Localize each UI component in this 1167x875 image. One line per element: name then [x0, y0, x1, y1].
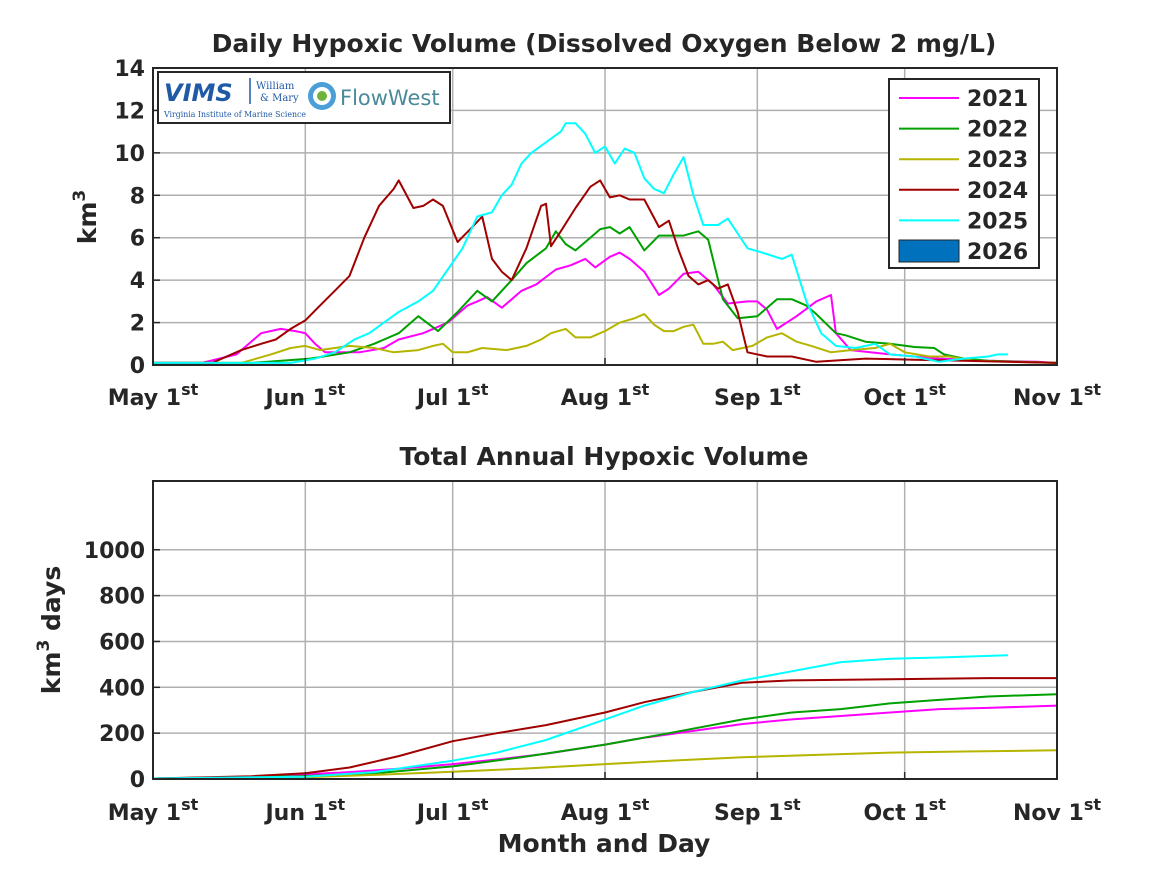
flowwest-logo-icon-core [317, 91, 327, 101]
x-tick-label: Nov 1st [1013, 380, 1101, 411]
series-line-2021 [153, 251, 1058, 364]
legend-label-2022: 2022 [967, 118, 1028, 143]
y-tick-label: 12 [114, 99, 145, 124]
series-line-2025 [152, 654, 1008, 780]
y-tick-label: 400 [99, 676, 145, 701]
y-tick-label: 4 [130, 269, 145, 294]
series-line-2022 [153, 226, 1058, 364]
x-tick-label: Sep 1st [714, 795, 801, 826]
legend-label-2026: 2026 [967, 240, 1028, 265]
series-line-2025 [153, 122, 1008, 364]
y-tick-label: 10 [114, 142, 145, 167]
daily-chart-title: Daily Hypoxic Volume (Dissolved Oxygen B… [212, 29, 997, 58]
daily-y-tick-labels: 0 2 4 6 8 10 12 14 [114, 57, 160, 379]
x-axis-label: Month and Day [498, 829, 711, 858]
series-line-2022 [152, 693, 1058, 780]
total-y-tick-labels: 0 200 400 600 800 1000 [84, 539, 160, 793]
total-annual-hypoxic-volume-chart: Total Annual Hypoxic Volume 0 200 400 600 80… [34, 442, 1101, 858]
legend-label-2021: 2021 [967, 87, 1028, 112]
series-line-2024 [152, 677, 1057, 780]
x-tick-label: Jun 1st [263, 795, 345, 826]
y-tick-label: 600 [99, 630, 145, 655]
legend-items: 2021 2022 2023 2024 2025 2026 [898, 87, 1028, 265]
y-tick-label: 0 [130, 768, 145, 793]
total-series-lines [152, 654, 1058, 780]
y-tick-label: 14 [114, 57, 145, 82]
total-x-tick-labels: May 1st Jun 1st Jul 1st Aug 1st Sep 1st Oct 1… [108, 772, 1101, 826]
x-tick-label: Jun 1st [263, 380, 345, 411]
legend-label-2024: 2024 [967, 179, 1028, 204]
daily-x-tick-labels: May 1st Jun 1st Jul 1st Aug 1st Sep 1st Oct 1… [108, 358, 1101, 411]
y-tick-label: 8 [130, 184, 145, 209]
legend-label-2025: 2025 [967, 209, 1028, 234]
x-tick-label: Sep 1st [714, 380, 801, 411]
flowwest-logo-text: FlowWest [340, 86, 440, 110]
y-tick-label: 800 [99, 585, 145, 610]
logo-frame [157, 71, 451, 124]
x-tick-label: May 1st [108, 380, 199, 411]
x-tick-label: Jul 1st [415, 380, 489, 411]
x-tick-label: Aug 1st [561, 380, 650, 411]
y-tick-label: 0 [130, 354, 145, 379]
william-mary-line1: William [256, 81, 295, 92]
y-tick-label: 6 [130, 227, 145, 252]
series-line-2024 [153, 179, 1058, 364]
total-y-axis-label: km3 days [34, 566, 66, 694]
total-gridlines [153, 481, 1057, 779]
institute-logo-text: Virginia Institute of Marine Science [163, 110, 306, 120]
series-line-2023 [153, 313, 1058, 364]
legend-frame [888, 78, 1040, 269]
logo-box: VIMS William & Mary Virginia Institute o… [157, 71, 451, 124]
x-tick-label: Oct 1st [863, 795, 946, 826]
daily-y-axis-label: km3 [70, 190, 102, 245]
total-chart-title: Total Annual Hypoxic Volume [400, 442, 809, 471]
series-line-2023 [152, 749, 1058, 780]
x-tick-label: Oct 1st [863, 380, 946, 411]
x-tick-label: Nov 1st [1013, 795, 1101, 826]
vims-logo-text: VIMS [164, 79, 233, 107]
y-tick-label: 2 [130, 312, 145, 337]
william-mary-line2: & Mary [260, 93, 299, 104]
legend-label-2023: 2023 [967, 148, 1028, 173]
daily-hypoxic-volume-chart: Daily Hypoxic Volume (Dissolved Oxygen B… [70, 29, 1101, 411]
y-tick-label: 1000 [84, 539, 145, 564]
daily-series-lines [153, 122, 1058, 364]
y-tick-label: 200 [99, 722, 145, 747]
daily-legend: 2021 2022 2023 2024 2025 2026 [888, 78, 1040, 269]
x-tick-label: May 1st [108, 795, 199, 826]
x-tick-label: Jul 1st [415, 795, 489, 826]
x-tick-label: Aug 1st [561, 795, 650, 826]
legend-swatch-2026 [898, 239, 960, 263]
